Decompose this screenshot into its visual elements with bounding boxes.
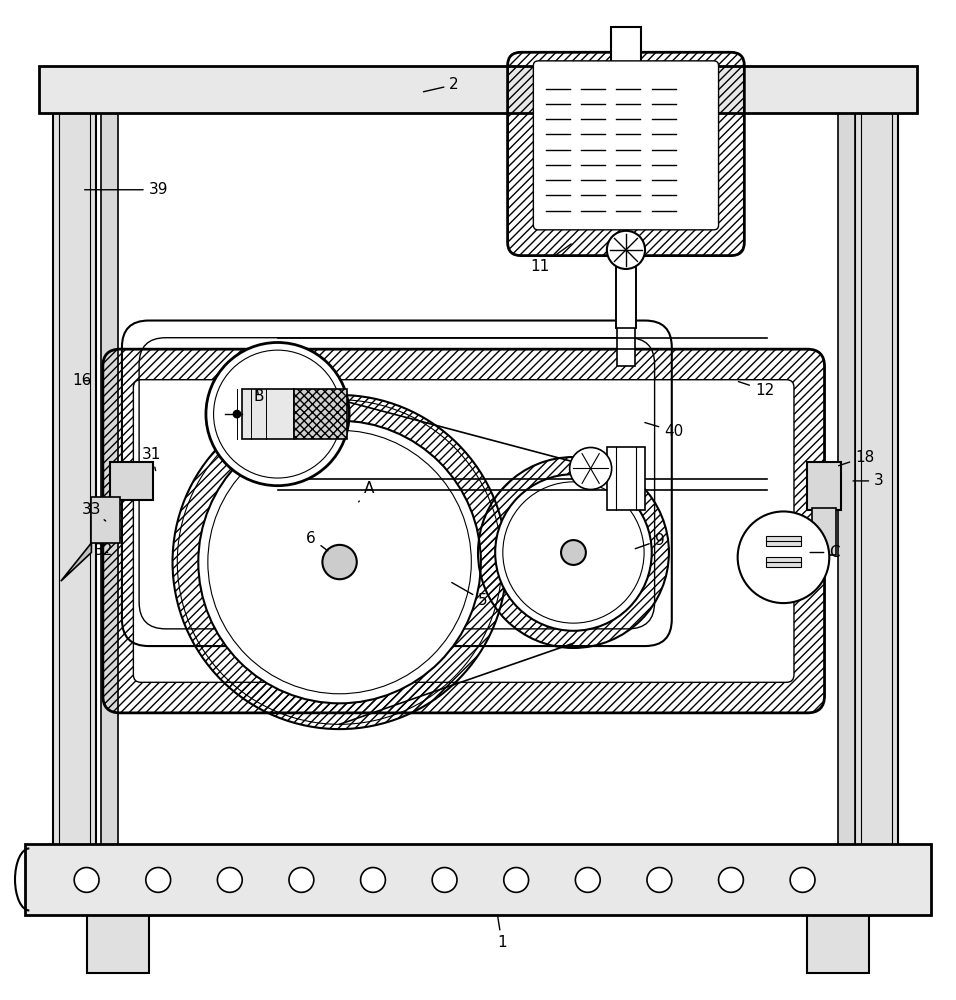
Circle shape: [360, 868, 385, 892]
Circle shape: [738, 511, 829, 603]
Bar: [607, 447, 645, 510]
Text: 6: 6: [306, 531, 328, 551]
Text: 9: 9: [636, 533, 664, 549]
Circle shape: [495, 474, 652, 631]
Circle shape: [432, 868, 457, 892]
Circle shape: [576, 868, 600, 892]
Text: 40: 40: [645, 423, 684, 439]
Bar: [25, 844, 931, 915]
Bar: [617, 242, 636, 328]
Text: 33: 33: [82, 502, 106, 521]
FancyBboxPatch shape: [533, 61, 719, 230]
Circle shape: [322, 545, 357, 579]
Text: 31: 31: [142, 447, 162, 471]
Text: 5: 5: [452, 583, 488, 608]
Text: 32: 32: [95, 543, 114, 558]
Text: 39: 39: [85, 182, 168, 197]
Circle shape: [75, 868, 99, 892]
Bar: [767, 536, 801, 546]
Circle shape: [607, 231, 645, 269]
Text: 18: 18: [838, 450, 875, 466]
Text: 16: 16: [73, 373, 92, 388]
Circle shape: [289, 868, 314, 892]
Bar: [611, 27, 641, 66]
Bar: [807, 462, 840, 510]
Bar: [618, 269, 635, 366]
Bar: [111, 462, 153, 500]
Circle shape: [217, 868, 242, 892]
Bar: [611, 27, 641, 66]
Circle shape: [647, 868, 672, 892]
Circle shape: [504, 868, 529, 892]
Bar: [101, 113, 119, 882]
Polygon shape: [61, 543, 92, 581]
Bar: [92, 497, 120, 543]
FancyBboxPatch shape: [134, 380, 794, 682]
Text: A: A: [358, 481, 374, 502]
Bar: [767, 557, 801, 567]
Bar: [87, 913, 149, 973]
Bar: [54, 113, 97, 901]
Bar: [812, 508, 836, 555]
Circle shape: [206, 342, 349, 486]
Bar: [837, 113, 855, 882]
Bar: [855, 113, 898, 901]
Circle shape: [719, 868, 744, 892]
Text: 12: 12: [738, 382, 774, 398]
Bar: [39, 66, 917, 113]
Circle shape: [791, 868, 815, 892]
Bar: [294, 389, 347, 439]
Text: 3: 3: [853, 473, 884, 488]
Text: 1: 1: [497, 915, 507, 950]
Text: 2: 2: [424, 77, 459, 92]
Bar: [242, 389, 294, 439]
Circle shape: [561, 540, 586, 565]
Text: B: B: [253, 389, 264, 404]
Circle shape: [146, 868, 170, 892]
Text: 11: 11: [531, 244, 571, 274]
Text: C: C: [810, 545, 840, 560]
Circle shape: [570, 447, 612, 489]
Circle shape: [233, 410, 241, 418]
Bar: [807, 913, 869, 973]
Circle shape: [198, 421, 481, 703]
